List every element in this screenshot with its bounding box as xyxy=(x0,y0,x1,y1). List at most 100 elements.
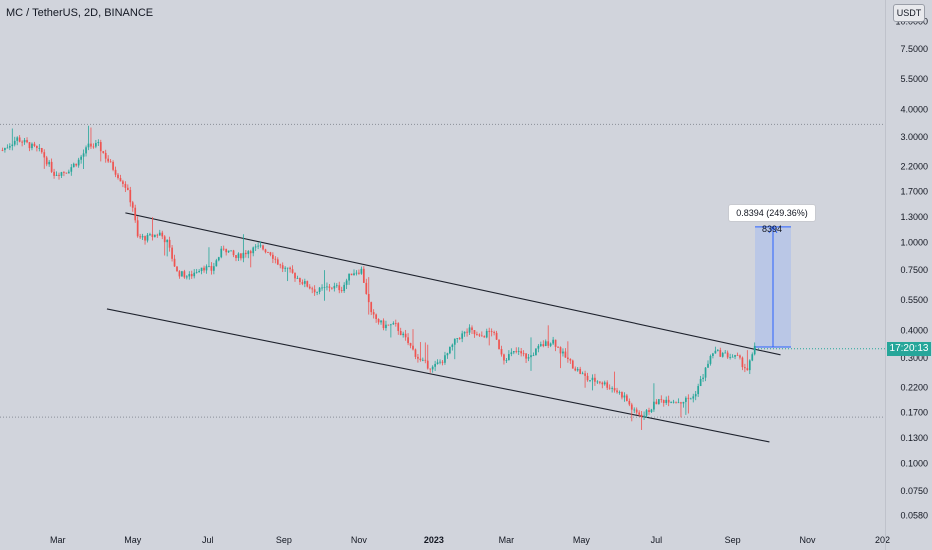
y-tick-label: 1.3000 xyxy=(900,212,928,222)
candle-body xyxy=(353,273,355,276)
chart-title: MC / TetherUS, 2D, BINANCE xyxy=(6,7,154,19)
candle-body xyxy=(623,395,626,398)
candle-body xyxy=(687,397,690,399)
candle-body xyxy=(360,268,363,274)
candle-body xyxy=(500,349,503,355)
candle-body xyxy=(473,330,476,335)
candle-body xyxy=(630,404,633,410)
y-tick-label: 3.0000 xyxy=(900,132,928,142)
candle-body xyxy=(92,146,95,148)
candle-body xyxy=(213,266,215,271)
candle-body xyxy=(466,331,468,333)
candle-body xyxy=(468,327,471,333)
candle-body xyxy=(225,249,228,253)
x-tick-label: 202 xyxy=(875,535,890,545)
x-tick-label: Nov xyxy=(351,535,368,545)
price-scale-border xyxy=(885,0,886,550)
candle-body xyxy=(702,377,704,380)
candle-body xyxy=(134,207,137,221)
candle-body xyxy=(692,396,695,399)
candle-body xyxy=(680,402,682,404)
candle-body xyxy=(579,368,582,374)
candle-body xyxy=(36,145,38,149)
y-tick-label: 0.1300 xyxy=(900,433,928,443)
candle-body xyxy=(392,323,395,325)
candle-body xyxy=(608,387,611,389)
channel-lower-line xyxy=(106,308,770,443)
candle-body xyxy=(149,234,151,236)
candle-body xyxy=(530,355,532,358)
candle-body xyxy=(33,143,36,146)
candle-body xyxy=(252,247,255,254)
candle-body xyxy=(63,172,65,173)
currency-button[interactable]: USDT xyxy=(893,4,925,22)
candle-body xyxy=(390,324,392,326)
candle-body xyxy=(601,382,604,385)
candle-body xyxy=(638,412,641,415)
candle-body xyxy=(326,286,328,288)
candle-body xyxy=(65,172,68,174)
candle-body xyxy=(645,410,648,416)
candle-body xyxy=(210,265,213,271)
candle-body xyxy=(741,357,744,368)
candle-body xyxy=(232,250,235,256)
candle-body xyxy=(16,137,19,141)
candle-body xyxy=(493,332,495,333)
candle-body xyxy=(114,169,117,175)
candle-body xyxy=(31,143,33,149)
candle-body xyxy=(584,373,586,376)
candle-body xyxy=(744,367,746,369)
candle-body xyxy=(603,382,606,385)
candle-body xyxy=(375,314,377,320)
candle-body xyxy=(237,253,240,259)
candle-body xyxy=(480,335,483,337)
candle-body xyxy=(419,358,422,361)
candle-body xyxy=(414,349,417,357)
candle-body xyxy=(254,246,257,248)
candle-body xyxy=(311,288,314,290)
candle-body xyxy=(198,271,200,273)
candle-body xyxy=(90,143,92,147)
candle-body xyxy=(80,156,82,160)
candle-body xyxy=(107,158,110,162)
candle-body xyxy=(621,392,623,398)
candle-body xyxy=(72,163,75,168)
x-tick-label: 2023 xyxy=(424,535,444,545)
candle-body xyxy=(235,255,237,259)
candle-body xyxy=(158,232,161,236)
candle-body xyxy=(505,360,508,361)
candle-body xyxy=(719,350,722,357)
candle-body xyxy=(557,346,559,348)
candle-body xyxy=(272,254,274,259)
candle-body xyxy=(181,271,183,277)
x-tick-label: Jul xyxy=(202,535,214,545)
candle-body xyxy=(589,380,591,381)
candle-body xyxy=(628,400,631,405)
candle-body xyxy=(183,271,186,278)
candle-body xyxy=(586,375,589,381)
candle-body xyxy=(739,355,741,358)
candle-body xyxy=(340,290,343,292)
candle-body xyxy=(498,339,500,350)
candle-body xyxy=(724,352,727,354)
candle-body xyxy=(303,281,306,284)
candle-body xyxy=(335,285,338,287)
candle-body xyxy=(726,352,729,358)
candle-body xyxy=(559,347,562,354)
y-tick-label: 0.7500 xyxy=(900,265,928,275)
candle-body xyxy=(6,147,9,149)
candle-body xyxy=(404,333,407,338)
candle-body xyxy=(240,253,242,259)
candle-body xyxy=(60,172,63,176)
candle-body xyxy=(412,345,414,350)
candle-body xyxy=(712,353,714,356)
candle-body xyxy=(331,287,333,289)
candle-body xyxy=(436,362,439,364)
candle-body xyxy=(365,282,368,294)
last-price-label: 17:20:13 xyxy=(887,342,931,356)
candle-body xyxy=(611,388,613,389)
candle-body xyxy=(166,239,169,243)
candle-body xyxy=(21,141,23,143)
